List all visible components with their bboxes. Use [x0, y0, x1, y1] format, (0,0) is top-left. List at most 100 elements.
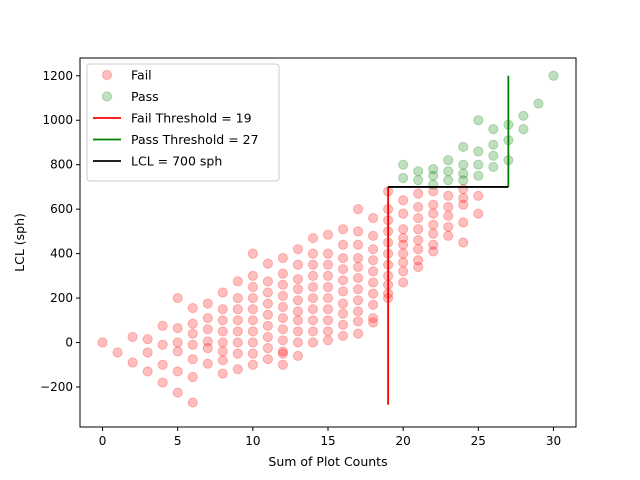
- x-tick-label: 15: [320, 434, 335, 448]
- fail-point: [322, 259, 334, 270]
- fail-point: [277, 279, 289, 290]
- fail-point: [277, 252, 289, 264]
- fail-point: [172, 337, 183, 348]
- fail-point: [157, 377, 168, 388]
- y-axis-label: LCL (sph): [12, 213, 27, 272]
- fail-point: [142, 347, 153, 358]
- fail-point: [187, 354, 198, 365]
- x-tick-label: 10: [245, 434, 260, 448]
- y-tick-label: 1000: [42, 113, 73, 127]
- fail-point: [247, 337, 258, 348]
- legend-label: Fail: [131, 68, 152, 83]
- fail-point: [458, 184, 469, 195]
- fail-point: [142, 334, 153, 345]
- fail-point: [367, 317, 379, 328]
- fail-point: [307, 281, 319, 293]
- legend-label: Pass Threshold = 27: [131, 132, 259, 147]
- fail-point: [292, 259, 304, 270]
- fail-point: [307, 304, 319, 315]
- fail-point: [277, 335, 289, 346]
- fail-point: [232, 315, 243, 326]
- fail-point: [398, 257, 409, 268]
- fail-point: [337, 224, 349, 235]
- fail-point: [398, 248, 409, 259]
- fail-point: [352, 204, 364, 215]
- pass-point: [488, 161, 499, 173]
- pass-point: [488, 124, 499, 135]
- y-tick-label: −200: [40, 380, 73, 394]
- fail-point: [247, 348, 258, 359]
- fail-point: [337, 239, 349, 250]
- fail-point: [127, 357, 138, 368]
- fail-point: [337, 264, 349, 275]
- fail-point: [443, 201, 454, 213]
- fail-point: [398, 239, 409, 250]
- x-tick-label: 0: [99, 434, 107, 448]
- fail-point: [232, 304, 243, 315]
- fail-point: [398, 224, 409, 235]
- fail-point: [307, 248, 319, 259]
- fail-point: [202, 312, 213, 324]
- fail-point: [367, 230, 379, 241]
- pass-point: [488, 150, 499, 161]
- fail-point: [187, 302, 198, 314]
- fail-point: [172, 322, 183, 334]
- fail-point: [367, 288, 379, 299]
- pass-point: [413, 175, 424, 186]
- fail-point: [262, 331, 273, 343]
- pass-point: [533, 98, 544, 109]
- fail-point: [247, 292, 258, 304]
- fail-point: [232, 348, 243, 359]
- fail-point: [367, 299, 379, 310]
- fail-point: [262, 287, 273, 298]
- fail-point: [277, 301, 289, 313]
- fail-point: [352, 239, 364, 250]
- legend-marker: [101, 69, 113, 81]
- fail-point: [352, 252, 364, 264]
- fail-point: [428, 219, 439, 230]
- fail-point: [398, 195, 409, 206]
- fail-point: [307, 326, 319, 337]
- fail-point: [443, 230, 454, 241]
- fail-point: [247, 270, 258, 281]
- fail-point: [232, 276, 243, 287]
- fail-point: [232, 337, 243, 348]
- fail-point: [413, 201, 424, 213]
- fail-point: [337, 286, 349, 297]
- fail-point: [458, 192, 469, 204]
- fail-point: [187, 328, 198, 339]
- fail-point: [157, 339, 168, 350]
- fail-point: [292, 274, 304, 285]
- x-tick-label: 30: [546, 434, 561, 448]
- fail-point: [292, 284, 304, 295]
- fail-point: [172, 292, 183, 304]
- pass-point: [398, 159, 409, 170]
- fail-point: [217, 346, 228, 357]
- fail-point: [217, 315, 228, 326]
- fail-point: [367, 212, 379, 224]
- fail-point: [458, 237, 469, 248]
- fail-point: [413, 188, 424, 199]
- fail-point: [322, 229, 334, 240]
- pass-point: [398, 172, 409, 184]
- fail-point: [187, 339, 198, 350]
- fail-point: [292, 315, 304, 326]
- fail-point: [337, 252, 349, 264]
- fail-point: [202, 336, 213, 347]
- fail-point: [398, 208, 409, 219]
- fail-point: [202, 324, 213, 335]
- fail-point: [202, 342, 213, 354]
- fail-point: [458, 217, 469, 228]
- axis-ticks: 0 5 10 15 20 25 30 −200 0 200 400 600 800 1000 1200: [40, 69, 561, 448]
- fail-point: [247, 304, 258, 315]
- fail-point: [262, 258, 273, 269]
- pass-point: [458, 175, 469, 186]
- fail-point: [217, 355, 228, 366]
- pass-point: [458, 141, 469, 153]
- fail-point: [367, 266, 379, 277]
- fail-point: [262, 309, 273, 320]
- fail-point: [352, 328, 364, 339]
- pass-point: [518, 110, 529, 121]
- fail-point: [443, 221, 454, 233]
